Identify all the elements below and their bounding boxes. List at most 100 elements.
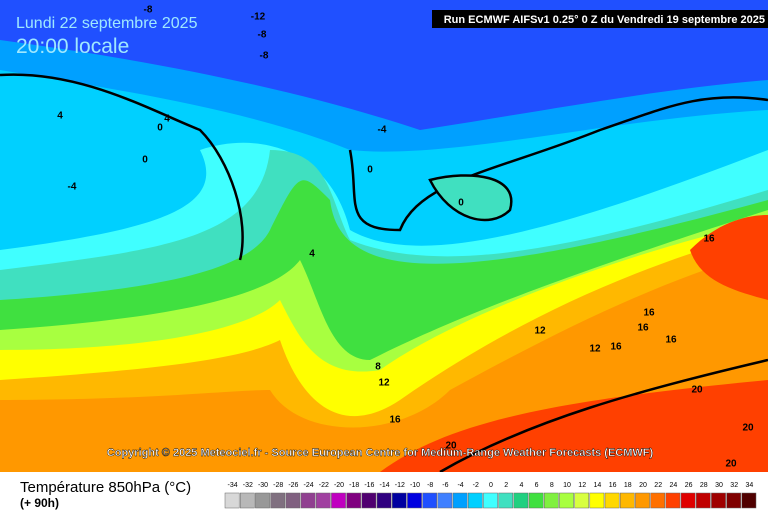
contour-label: 4	[309, 249, 315, 260]
legend-tick-label: -34	[228, 482, 238, 489]
legend-subtitle: (+ 90h)	[20, 496, 59, 510]
legend-tick-label: 12	[578, 482, 586, 489]
color-swatch	[255, 492, 270, 509]
copyright: Copyright © 2025 Meteociel.fr - Source E…	[107, 447, 654, 459]
color-swatch	[467, 492, 483, 509]
contour-label: 16	[665, 335, 677, 346]
legend-tick-label: -26	[288, 482, 298, 489]
contour-label: -4	[378, 125, 387, 136]
legend-tick-label: 30	[715, 482, 723, 489]
color-swatch	[376, 492, 392, 509]
contour-label: -12	[251, 12, 266, 23]
color-swatch	[635, 492, 650, 509]
color-swatch	[331, 492, 346, 509]
time: 20:00 locale	[16, 35, 129, 58]
legend-tick-label: 14	[594, 482, 602, 489]
color-swatch	[361, 492, 377, 509]
zone	[690, 215, 768, 300]
color-swatch	[315, 492, 331, 509]
color-swatch	[695, 492, 711, 509]
legend-tick-label: -2	[473, 482, 479, 489]
contour-label: 16	[643, 308, 655, 319]
color-swatch	[239, 492, 255, 509]
color-swatch	[224, 492, 240, 509]
contour-label: 20	[725, 459, 737, 470]
legend-tick-label: -16	[364, 482, 374, 489]
run-info: Run ECMWF AIFSv1 0.25° 0 Z du Vendredi 1…	[444, 14, 765, 26]
date: Lundi 22 septembre 2025	[16, 15, 198, 32]
color-swatch	[391, 492, 407, 509]
contour-label: 12	[378, 378, 390, 389]
color-swatch	[528, 492, 544, 509]
legend-tick-label: -24	[304, 482, 314, 489]
legend-tick-label: 16	[609, 482, 617, 489]
color-swatch	[452, 492, 468, 509]
contour-label: 16	[703, 234, 715, 245]
contour-label: 0	[458, 198, 464, 209]
color-swatch	[483, 492, 498, 509]
legend-tick-label: -10	[410, 482, 420, 489]
legend-tick-label: 26	[685, 482, 693, 489]
contour	[0, 73, 768, 261]
contour-label: 0	[157, 123, 163, 134]
contour-label: 16	[637, 323, 649, 334]
legend-tick-label: 8	[550, 482, 554, 489]
legend-tick-label: -28	[273, 482, 283, 489]
color-swatch	[726, 492, 742, 509]
contour-label: 0	[142, 155, 148, 166]
color-swatch	[559, 492, 574, 509]
color-swatch	[270, 492, 286, 509]
color-swatch	[711, 492, 726, 509]
contour-label: -4	[68, 182, 77, 193]
color-swatch	[437, 492, 453, 509]
color-swatch	[650, 492, 666, 509]
contour-label: 8	[375, 362, 381, 373]
contour-label: -8	[258, 30, 267, 41]
contour-label: 0	[367, 165, 373, 176]
legend-tick-label: 2	[504, 482, 508, 489]
legend-tick-label: -14	[380, 482, 390, 489]
color-swatch	[300, 492, 316, 509]
run-box	[432, 10, 768, 28]
contour-label: -8	[260, 51, 269, 62]
legend-tick-label: 18	[624, 482, 632, 489]
legend-tick-label: 32	[730, 482, 738, 489]
legend-tick-label: -8	[427, 482, 433, 489]
color-swatch	[407, 492, 422, 509]
legend-tick-label: 10	[563, 482, 571, 489]
color-swatch	[285, 492, 301, 509]
color-swatch	[422, 492, 438, 509]
legend-tick-label: -12	[395, 482, 405, 489]
color-swatch	[513, 492, 529, 509]
color-swatch	[619, 492, 635, 509]
contour-label: 20	[445, 441, 457, 452]
legend-tick-label: 28	[700, 482, 708, 489]
contour-label: 12	[534, 326, 546, 337]
legend-title: Température 850hPa (°C)	[20, 479, 191, 496]
color-swatch	[498, 492, 514, 509]
legend-tick-label: -32	[243, 482, 253, 489]
legend-tick-label: 4	[519, 482, 523, 489]
color-swatch	[604, 492, 620, 509]
legend-tick-label: -4	[457, 482, 463, 489]
color-swatch	[680, 492, 696, 509]
contour-label: 4	[164, 114, 170, 125]
contour	[428, 174, 513, 222]
legend-tick-label: -22	[319, 482, 329, 489]
legend-tick-label: 24	[670, 482, 678, 489]
color-swatch	[741, 492, 757, 509]
contour-label: 4	[57, 111, 63, 122]
legend-tick-label: 20	[639, 482, 647, 489]
legend-tick-label: -18	[349, 482, 359, 489]
legend-tick-label: -6	[442, 482, 448, 489]
legend-tick-label: -30	[258, 482, 268, 489]
color-swatch	[665, 492, 681, 509]
contour-label: 12	[589, 344, 601, 355]
color-swatch	[543, 492, 559, 509]
legend-tick-label: 6	[535, 482, 539, 489]
contour-label: 16	[610, 342, 622, 353]
color-swatch	[346, 492, 362, 509]
color-swatch	[589, 492, 605, 509]
color-swatch	[574, 492, 590, 509]
contour	[439, 358, 768, 474]
